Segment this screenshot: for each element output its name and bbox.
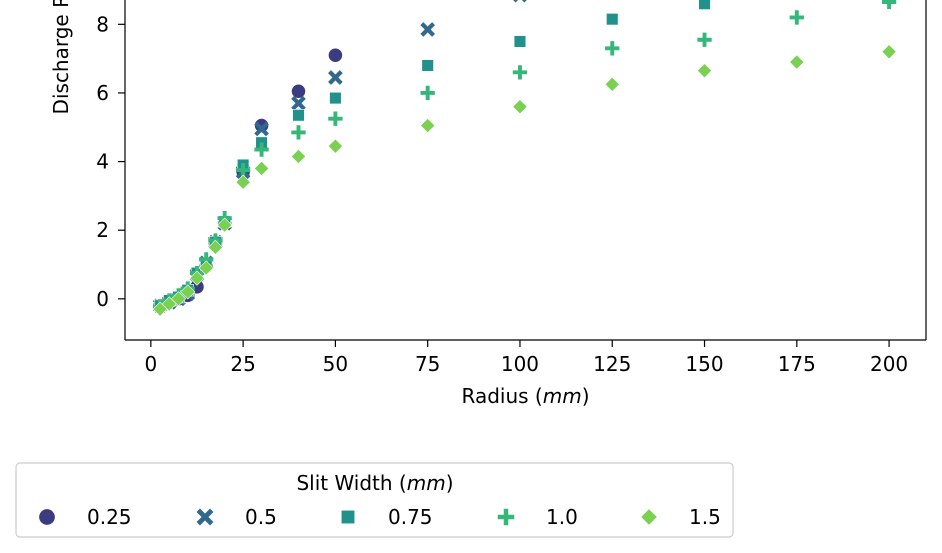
data-point-square <box>329 91 342 105</box>
data-point-plus <box>512 65 528 80</box>
data-point-diamond <box>789 54 805 70</box>
y-axis-ticks: 0 2 4 6 8 <box>96 12 125 311</box>
legend-marker-square <box>340 509 356 525</box>
data-point-square <box>421 59 434 72</box>
legend-entries: 0.25 0.5 0.75 1.0 1.5 <box>38 505 721 529</box>
legend-label: 1.5 <box>689 505 721 529</box>
data-point-plus <box>881 0 897 10</box>
y-tick-label: 6 <box>96 81 109 105</box>
data-point-diamond <box>180 284 196 300</box>
data-point-diamond <box>170 291 187 307</box>
x-tick-label: 125 <box>593 352 631 376</box>
legend-label: 1.0 <box>546 505 578 529</box>
data-point-diamond <box>254 160 270 177</box>
data-point-square <box>606 13 619 26</box>
legend-marker-diamond <box>640 508 658 526</box>
legend-marker-circle <box>38 508 56 526</box>
data-point-plus <box>291 125 306 140</box>
data-point-diamond <box>327 138 343 154</box>
x-tick-label: 75 <box>415 352 440 376</box>
x-tick-label: 100 <box>501 352 539 376</box>
y-axis-label: Discharge R <box>49 0 73 114</box>
legend-title: Slit Width (mm) <box>296 471 453 495</box>
data-point-diamond <box>217 217 233 233</box>
data-point-plus <box>789 10 804 25</box>
data-point-diamond <box>604 76 620 92</box>
y-tick-label: 2 <box>96 218 109 242</box>
data-point-x <box>328 70 343 85</box>
data-point-square <box>698 0 711 10</box>
y-tick-label: 8 <box>96 12 109 36</box>
data-point-square <box>292 109 305 122</box>
data-point-diamond <box>207 239 224 255</box>
data-point-diamond <box>235 174 251 190</box>
data-point-x <box>513 0 527 3</box>
data-point-plus <box>697 32 712 47</box>
legend-marker-plus <box>497 508 515 526</box>
data-point-x <box>254 121 269 137</box>
data-point-plus <box>605 41 620 56</box>
data-point-circle <box>327 47 343 63</box>
data-point-diamond <box>512 99 528 115</box>
legend-marker-x <box>196 508 214 526</box>
data-point-plus <box>420 85 435 101</box>
legend-frame <box>15 462 734 538</box>
axes <box>124 0 927 341</box>
y-tick-label: 0 <box>96 287 109 311</box>
data-points <box>152 0 897 317</box>
data-point-plus <box>328 111 343 126</box>
data-point-diamond <box>420 117 436 134</box>
data-point-diamond <box>189 270 205 286</box>
data-point-diamond <box>696 63 713 79</box>
data-point-x <box>420 22 436 37</box>
legend: Slit Width (mm) 0.25 0.5 0.75 1.0 1.5 <box>15 462 734 538</box>
x-tick-label: 25 <box>230 352 255 376</box>
legend-label: 0.75 <box>388 505 433 529</box>
x-tick-label: 0 <box>144 352 157 376</box>
data-point-square <box>513 35 527 48</box>
x-tick-label: 175 <box>778 352 816 376</box>
data-point-plus <box>254 142 269 157</box>
x-tick-label: 200 <box>870 352 908 376</box>
data-point-circle <box>290 83 307 99</box>
data-point-circle <box>254 117 270 134</box>
data-point-diamond <box>290 148 307 164</box>
data-point-x <box>291 95 306 111</box>
legend-label: 0.25 <box>87 505 132 529</box>
x-tick-label: 150 <box>685 352 723 376</box>
x-tick-label: 50 <box>323 352 348 376</box>
data-point-diamond <box>198 260 214 276</box>
legend-label: 0.5 <box>245 505 277 529</box>
y-tick-label: 4 <box>96 150 109 174</box>
data-point-diamond <box>881 44 897 60</box>
x-axis-label: Radius (mm) <box>461 384 589 408</box>
x-axis-ticks: 0 25 50 75 100 125 150 175 200 <box>144 340 908 376</box>
